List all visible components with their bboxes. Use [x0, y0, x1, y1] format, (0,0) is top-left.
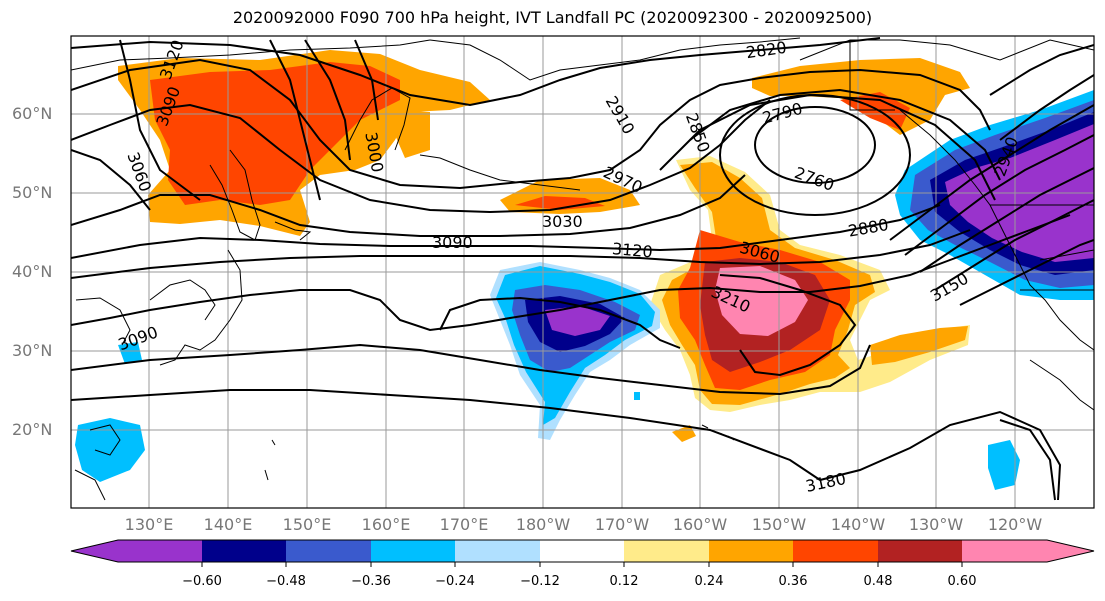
lon-label: 130°W [908, 515, 964, 534]
contour-label: 2760 [792, 163, 837, 195]
contour-label: 3030 [542, 212, 583, 231]
colorbar-segment [709, 540, 793, 562]
lat-label: 60°N [12, 104, 53, 123]
colorbar-tick-label: 0.60 [947, 574, 977, 589]
lon-label: 120°W [987, 515, 1043, 534]
contour-label-group: 2820 3120 3090 2910 2850 2790 3000 3060 … [116, 37, 1022, 496]
colorbar-tick-label: −0.12 [520, 574, 560, 589]
colorbar-tick-label: −0.48 [266, 574, 306, 589]
colorbar-segment [371, 540, 455, 562]
lon-label: 170°W [594, 515, 650, 534]
contour-label: 3090 [432, 233, 473, 252]
positive-anomaly-small-core [515, 196, 605, 210]
colorbar-extend-max [1047, 540, 1094, 562]
contour-label: 2820 [745, 38, 788, 62]
contour-label: 3150 [927, 269, 972, 306]
colorbar-segment [624, 540, 709, 562]
lat-label: 50°N [12, 183, 53, 202]
lat-label: 40°N [12, 262, 53, 281]
colorbar-segment [878, 540, 962, 562]
colorbar-segment [962, 540, 1047, 562]
map-frame [70, 35, 1095, 509]
contour-label: 2880 [847, 215, 890, 241]
lon-label: 140°W [830, 515, 886, 534]
lon-label: 170°E [439, 515, 489, 534]
colorbar-segment [202, 540, 286, 562]
colorbar-segment [118, 540, 202, 562]
colorbar-tick-label: 0.24 [694, 574, 724, 589]
lat-label: 20°N [12, 420, 53, 439]
map-panel [71, 36, 1094, 508]
colorbar-tick-label: −0.36 [351, 574, 391, 589]
lon-label: 150°W [751, 515, 807, 534]
lon-label: 180°W [515, 515, 571, 534]
colorbar-tick-label: 0.36 [778, 574, 808, 589]
lon-label: 130°E [124, 515, 174, 534]
lon-label: 150°E [282, 515, 332, 534]
negative-anomaly-southwest [75, 418, 145, 482]
negative-anomaly-japan [118, 342, 142, 364]
map-title: 2020092000 F090 700 hPa height, IVT Land… [232, 8, 873, 27]
lat-label: 30°N [12, 341, 53, 360]
lon-label: 160°W [672, 515, 728, 534]
colorbar-tick-label: 0.12 [609, 574, 639, 589]
colorbar-tick-label: −0.24 [435, 574, 475, 589]
negative-anomaly-tiny [634, 392, 640, 400]
positive-anomaly-main [650, 156, 970, 442]
colorbar-extend-min [71, 540, 118, 562]
colorbar-tick-label: 0.48 [863, 574, 893, 589]
colorbar [70, 539, 1095, 567]
contour-label: 2850 [682, 110, 714, 155]
colorbar-tick-label: −0.60 [182, 574, 222, 589]
contour-label: 3120 [611, 239, 653, 261]
lon-label: 160°E [361, 515, 411, 534]
colorbar-outline [70, 539, 1095, 563]
lon-label: 140°E [203, 515, 253, 534]
colorbar-segment [793, 540, 878, 562]
negative-anomaly-southeast [988, 440, 1020, 490]
negative-anomaly-east [895, 90, 1094, 300]
height-contours [71, 37, 1094, 501]
colorbar-segment [455, 540, 540, 562]
contour-label: 2910 [602, 93, 639, 138]
contour-label: 3060 [123, 149, 155, 194]
colorbar-segment [540, 540, 624, 562]
colorbar-segment [286, 540, 371, 562]
